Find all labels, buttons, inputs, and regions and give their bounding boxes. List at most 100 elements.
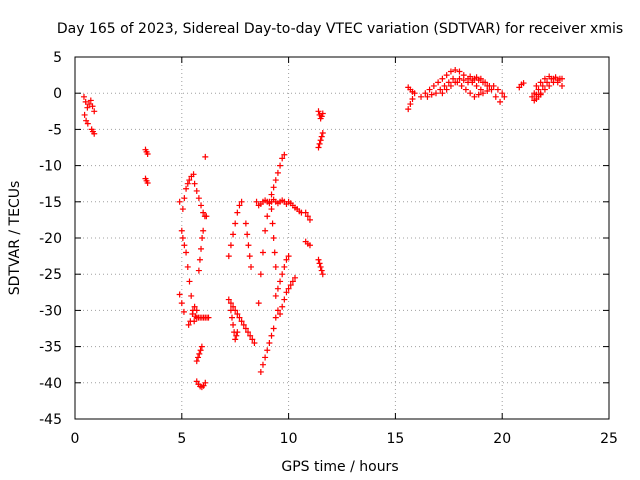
x-tick-label: 20	[493, 431, 511, 447]
data-point	[281, 263, 288, 270]
data-point	[279, 303, 286, 310]
data-point	[270, 325, 277, 332]
data-point	[450, 75, 457, 82]
data-point	[447, 82, 454, 89]
x-tick-label: 0	[71, 431, 80, 447]
data-point	[559, 82, 566, 89]
series-arc-02	[81, 111, 91, 127]
data-point	[306, 216, 313, 223]
data-point	[531, 90, 538, 97]
data-point	[268, 191, 275, 198]
y-tick-label: 0	[53, 86, 62, 102]
data-point	[236, 202, 243, 209]
data-point	[270, 184, 277, 191]
data-point	[200, 209, 207, 216]
data-point	[432, 90, 439, 97]
series-arc-37	[439, 74, 508, 100]
data-point	[245, 329, 252, 336]
data-point	[475, 77, 482, 84]
series-arc-39	[516, 80, 527, 91]
data-point	[492, 93, 499, 100]
data-point	[232, 220, 239, 227]
data-point	[318, 267, 325, 274]
series-arc-14	[193, 378, 209, 391]
data-point	[541, 86, 548, 93]
data-point	[193, 358, 200, 365]
data-point	[529, 93, 536, 100]
data-point	[230, 303, 237, 310]
series-arc-11	[195, 227, 207, 274]
data-point	[188, 292, 195, 299]
data-point	[550, 75, 557, 82]
data-point	[86, 101, 93, 108]
data-point	[227, 300, 234, 307]
data-point	[479, 79, 486, 86]
data-point	[266, 198, 273, 205]
data-point	[277, 278, 284, 285]
series-arc-03	[88, 126, 98, 137]
data-point	[191, 180, 198, 187]
series-arc-31	[315, 130, 326, 151]
series-arc-30	[315, 108, 326, 122]
data-point	[80, 93, 87, 100]
data-point	[227, 307, 234, 314]
data-point	[445, 79, 452, 86]
data-point	[255, 300, 262, 307]
series-arc-38	[467, 73, 504, 105]
data-point	[424, 93, 431, 100]
data-point	[539, 82, 546, 89]
data-point	[274, 307, 281, 314]
series-arc-16	[203, 213, 210, 220]
series-arc-42	[533, 73, 566, 89]
data-point	[202, 379, 209, 386]
data-point	[426, 86, 433, 93]
data-point	[200, 227, 207, 234]
data-point	[234, 209, 241, 216]
data-point	[184, 180, 191, 187]
data-point	[193, 307, 200, 314]
data-point	[289, 278, 296, 285]
data-point	[269, 220, 276, 227]
series-arc-07	[176, 291, 187, 315]
data-point	[249, 336, 256, 343]
data-point	[248, 263, 255, 270]
data-point	[409, 95, 416, 102]
data-point	[186, 177, 193, 184]
data-point	[437, 86, 444, 93]
data-point	[471, 93, 478, 100]
data-point	[240, 321, 247, 328]
data-point	[193, 187, 200, 194]
data-point	[319, 130, 326, 137]
data-point	[190, 171, 197, 178]
series-arc-01	[80, 93, 98, 115]
data-point	[283, 256, 290, 263]
data-point	[277, 311, 284, 318]
data-point	[271, 249, 278, 256]
y-tick-label: -5	[48, 122, 62, 138]
y-axis-label: SDTVAR / TECUs	[7, 181, 23, 296]
data-point	[195, 195, 202, 202]
series-arc-19	[227, 307, 241, 343]
data-point	[199, 235, 206, 241]
data-point	[259, 249, 266, 256]
data-point	[428, 91, 435, 98]
data-point	[462, 86, 469, 93]
data-point	[259, 361, 266, 368]
data-point	[439, 90, 446, 97]
data-point	[315, 144, 322, 151]
data-point	[435, 79, 442, 86]
data-point	[180, 308, 187, 315]
data-point	[233, 332, 240, 339]
data-point	[242, 325, 249, 332]
data-point	[452, 79, 459, 86]
x-tick-labels: 0 5 10 15 20 25	[71, 431, 618, 447]
data-point	[465, 79, 472, 86]
x-tick-label: 15	[386, 431, 404, 447]
data-point	[281, 151, 288, 158]
data-point	[144, 179, 151, 186]
data-point	[315, 108, 322, 115]
data-point	[230, 321, 237, 328]
data-point	[274, 285, 281, 292]
y-tick-label: -30	[39, 303, 62, 319]
